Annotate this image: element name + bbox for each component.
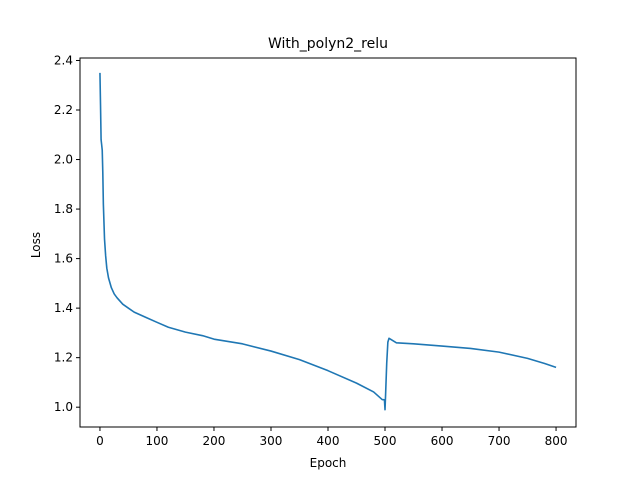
x-tick-label: 200 — [203, 434, 226, 448]
y-tick-label: 2.4 — [54, 53, 73, 67]
x-tick-label: 500 — [374, 434, 397, 448]
x-tick-label: 400 — [317, 434, 340, 448]
x-tick-label: 800 — [545, 434, 568, 448]
y-tick-label: 2.2 — [54, 103, 73, 117]
x-tick-label: 700 — [488, 434, 511, 448]
y-axis-ticks: 1.0 1.2 1.4 1.6 1.8 2.0 2.2 2.4 — [54, 53, 80, 414]
y-tick-label: 1.2 — [54, 351, 73, 365]
plot-area — [79, 57, 577, 428]
y-tick-label: 1.6 — [54, 252, 73, 266]
x-tick-label: 100 — [146, 434, 169, 448]
y-axis-label: Loss — [29, 232, 43, 258]
y-tick-label: 2.0 — [54, 153, 73, 167]
x-tick-label: 300 — [260, 434, 283, 448]
y-tick-label: 1.0 — [54, 400, 73, 414]
x-axis-ticks: 0 100 200 300 400 500 600 700 800 — [96, 427, 567, 448]
y-tick-label: 1.4 — [54, 301, 73, 315]
x-tick-label: 600 — [431, 434, 454, 448]
loss-series-line — [99, 72, 557, 411]
x-tick-label: 0 — [96, 434, 104, 448]
y-tick-label: 1.8 — [54, 202, 73, 216]
chart-title: With_polyn2_relu — [268, 36, 388, 52]
x-axis-label: Epoch — [310, 456, 347, 470]
plot-frame — [79, 57, 577, 428]
